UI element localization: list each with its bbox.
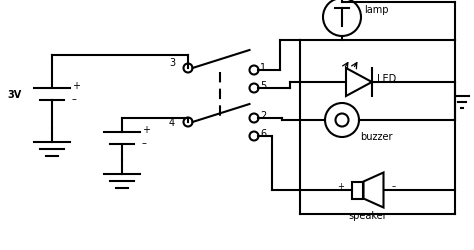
Text: –: – bbox=[392, 182, 396, 191]
Text: +: + bbox=[337, 182, 344, 191]
Text: lamp: lamp bbox=[364, 5, 389, 15]
Text: –: – bbox=[142, 138, 147, 147]
Text: 2: 2 bbox=[260, 110, 266, 120]
Text: LED: LED bbox=[377, 74, 396, 84]
Text: 3V: 3V bbox=[7, 90, 21, 100]
Text: 3: 3 bbox=[169, 58, 175, 68]
Text: buzzer: buzzer bbox=[360, 132, 392, 141]
Text: 4: 4 bbox=[169, 118, 175, 128]
Text: 6: 6 bbox=[260, 128, 266, 138]
Text: +: + bbox=[72, 81, 80, 91]
Text: –: – bbox=[72, 94, 77, 104]
Text: 1: 1 bbox=[260, 63, 266, 73]
Text: speaker: speaker bbox=[349, 211, 387, 220]
Text: +: + bbox=[142, 124, 150, 134]
Text: 5: 5 bbox=[260, 81, 266, 91]
